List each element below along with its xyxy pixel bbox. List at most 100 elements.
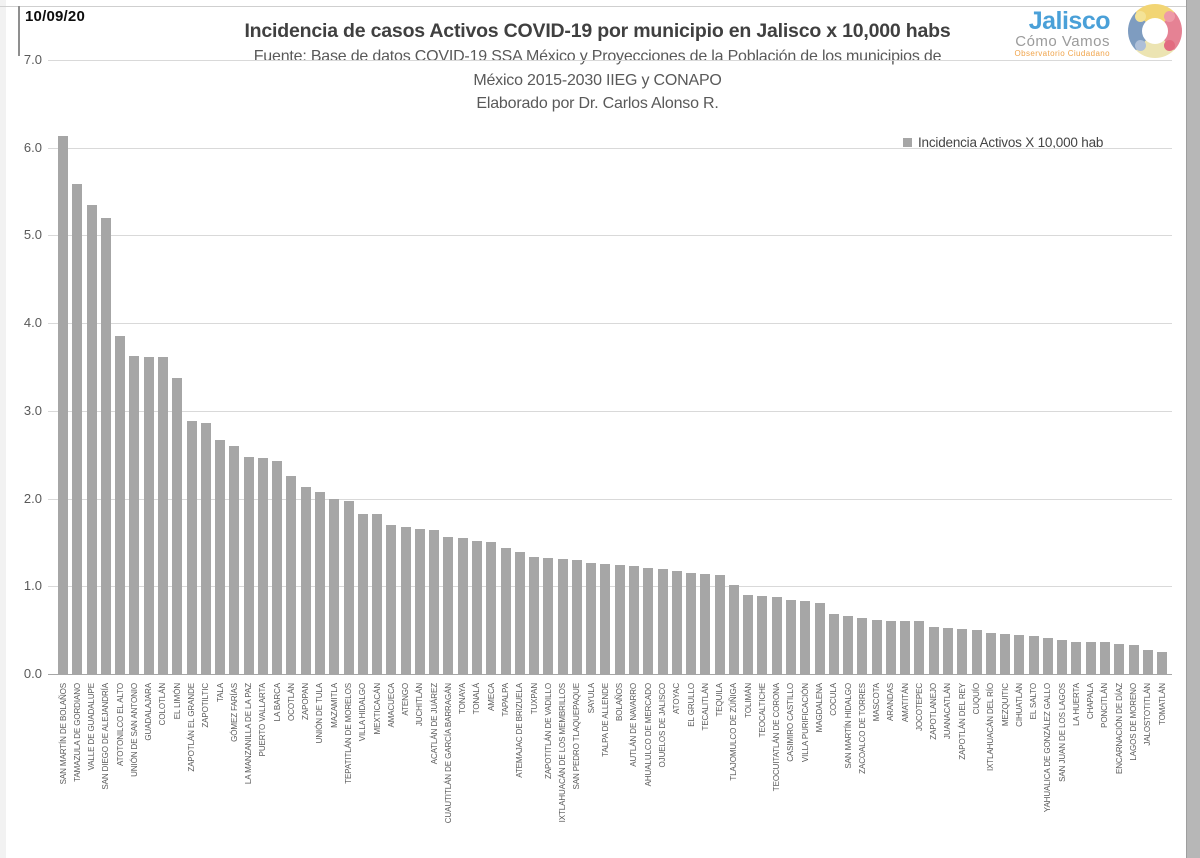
x-tick-label: AMACUECA <box>386 683 396 728</box>
x-tick-label: TEOCUITATLÁN DE CORONA <box>772 683 782 792</box>
x-tick-label: AMATITÁN <box>900 683 910 723</box>
x-tick-label: JUCHITLÁN <box>415 683 425 727</box>
x-tick-label: ATENGO <box>401 683 411 716</box>
window-right-scroll-strip[interactable] <box>1186 0 1200 858</box>
x-tick-label: TUXPAN <box>529 683 539 715</box>
x-tick-label: OJUELOS DE JALISCO <box>658 683 667 768</box>
bar-valle-de-guadalupe <box>86 204 97 674</box>
x-tick-label: VILLA PURIFICACIÓN <box>800 683 810 763</box>
x-tick-label: JOCOTEPEC <box>914 683 924 731</box>
bar-teocaltiche <box>757 595 768 674</box>
x-tick-label: VILLA HIDALGO <box>358 683 368 742</box>
bar-el-lim-n <box>172 377 183 674</box>
x-tick-label: MASCOTA <box>872 683 882 722</box>
x-tick-label: IXTLAHUACÁN DEL RÍO <box>986 683 996 772</box>
bar-el-grullo <box>686 573 696 674</box>
bar-acatl-n-de-ju-rez <box>429 530 440 674</box>
x-tick-label: SAN MARTÍN HIDALGO <box>843 683 853 769</box>
x-tick-label: LA BARCA <box>272 683 282 722</box>
x-tick-label: BOLAÑOS <box>615 683 625 721</box>
x-tick-label: TEQUILA <box>715 683 725 717</box>
bar-colotl-n <box>157 357 168 674</box>
x-tick-label: JUANACATLÁN <box>943 683 953 740</box>
x-tick-label: ZAPOTLÁN EL GRANDE <box>187 683 196 772</box>
bar-san-juan-de-los-lagos <box>1057 639 1068 674</box>
x-tick-label: EL SALTO <box>1029 683 1039 720</box>
x-tick-label: EL GRULLO <box>686 683 696 727</box>
x-tick-label: TECALITLÁN <box>700 683 710 731</box>
x-tick-label: GUADALAJARA <box>144 683 154 741</box>
logo-donut-icon <box>1128 4 1182 58</box>
bar-tlajomulco-de-z-iga <box>728 585 739 674</box>
x-tick-label: SAYULA <box>586 683 596 714</box>
bar-talpa-de-allende <box>600 564 611 674</box>
x-tick-label: PUERTO VALLARTA <box>258 683 268 757</box>
x-tick-label: AUTLÁN DE NAVARRO <box>629 683 639 767</box>
x-tick-label: ATOYAC <box>672 683 682 714</box>
x-tick-label: ATOTONILCO EL ALTO <box>115 683 125 766</box>
x-tick-label: CHAPALA <box>1086 683 1096 720</box>
bar-tonal- <box>471 540 482 674</box>
x-tick-label: SAN JUAN DE LOS LAGOS <box>1057 683 1067 782</box>
bar-mexticac-n <box>372 514 382 674</box>
x-tick-label: YAHUALICA DE GONZÁLEZ GALLO <box>1043 683 1053 813</box>
top-border-line <box>0 6 1186 7</box>
logo-text-como-vamos: Cómo Vamos <box>1015 33 1110 51</box>
bar-zapotitl-n-de-vadillo <box>543 558 554 674</box>
legend-label: Incidencia Activos X 10,000 hab <box>918 135 1104 150</box>
bar-yahualica-de-gonz-lez-gallo <box>1042 638 1053 674</box>
bar-juanacatl-n <box>942 628 953 674</box>
x-tick-label: ATEMAJAC DE BRIZUELA <box>515 683 525 778</box>
x-tick-label: SAN MARTÍN DE BOLAÑOS <box>58 683 68 785</box>
y-gridline-0 <box>48 674 1172 675</box>
x-tick-label: EL LIMÓN <box>172 683 182 720</box>
y-tick-label-0.0: 0.0 <box>23 666 42 681</box>
x-tick-label: MEZQUITIC <box>1000 683 1010 727</box>
x-tick-label: SAN PEDRO TLAQUEPAQUE <box>572 683 582 790</box>
x-tick-label: MAGDALENA <box>815 683 824 733</box>
bar-atotonilco-el-alto <box>115 336 126 674</box>
x-tick-label: MEXTICACÁN <box>372 683 382 735</box>
y-tick-label-5.0: 5.0 <box>23 227 42 243</box>
x-tick-label: AMECA <box>486 683 496 711</box>
bar-cihuatl-n <box>1014 635 1025 674</box>
bar-atemajac-de-brizuela <box>514 552 525 674</box>
x-tick-label: CUAUTITLÁN DE GARCÍA BARRAGÁN <box>443 683 453 824</box>
bar-zapotiltic <box>200 423 211 674</box>
x-tick-label: ZAPOTILTIC <box>201 683 211 728</box>
bar-atengo <box>400 526 411 674</box>
legend-marker-icon <box>903 138 912 147</box>
x-tick-label: TALA <box>215 683 225 703</box>
bar-tequila <box>714 574 725 674</box>
x-tick-label: UNIÓN DE SAN ANTONIO <box>129 683 139 777</box>
y-gridline-7 <box>48 60 1172 61</box>
x-tick-label: TONAYA <box>458 683 468 714</box>
x-tick-label: GÓMEZ FARÍAS <box>229 683 239 742</box>
bar-mezquitic <box>1000 633 1010 674</box>
y-gridline-6 <box>48 147 1172 149</box>
bar-san-pedro-tlaquepaque <box>571 560 582 674</box>
bar-bola-os <box>614 565 625 674</box>
y-gridline-4 <box>48 323 1172 325</box>
x-tick-label: ZAPOTLÁN DEL REY <box>957 683 967 760</box>
x-tick-label: CASIMIRO CASTILLO <box>786 683 796 762</box>
bar-ixtlahuac-n-de-los-membrillos <box>557 559 568 674</box>
bar-chapala <box>1085 642 1096 674</box>
x-tick-label: CUQUÍO <box>972 683 981 715</box>
bar-san-mart-n-hidalgo <box>843 616 853 674</box>
bar-villa-hidalgo <box>357 513 368 674</box>
bar-zapopan <box>300 487 311 674</box>
bar-tepatitl-n-de-morelos <box>343 501 354 674</box>
chart-source-line1: Fuente: Base de datos COVID-19 SSA Méxic… <box>253 48 942 65</box>
x-tick-label: TEPATITLÁN DE MORELOS <box>344 683 353 784</box>
chart-header: Incidencia de casos Activos COVID-19 por… <box>115 18 1080 116</box>
bar-autl-n-de-navarro <box>628 566 639 674</box>
x-tick-label: MAZAMITLA <box>329 683 339 728</box>
bar-zapotl-n-el-grande <box>186 420 197 674</box>
bar-ameca <box>486 541 497 674</box>
bar-la-manzanilla-de-la-paz <box>243 457 254 674</box>
bar-ocotl-n <box>286 475 297 674</box>
bar-jocotepec <box>914 621 925 674</box>
bar-cuautitl-n-de-garc-a-barrag-n <box>443 537 454 674</box>
